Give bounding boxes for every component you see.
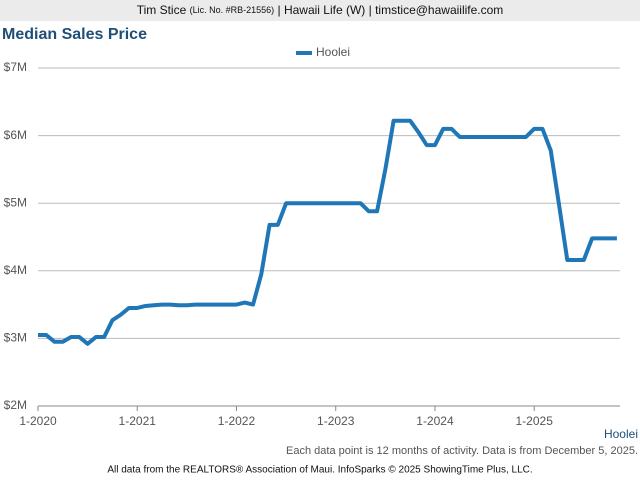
series-line <box>38 118 617 346</box>
chart-title: Median Sales Price <box>2 26 147 43</box>
y-tick-label: $4M <box>4 263 27 277</box>
x-tick-label: 1-2021 <box>119 414 157 428</box>
header-bar <box>0 0 640 21</box>
x-tick-label: 1-2020 <box>19 414 57 428</box>
agency: | Hawaii Life (W) | timstice@hawaiilife.… <box>278 3 504 17</box>
license: (Lic. No. #RB-21556) <box>190 5 275 15</box>
x-tick-label: 1-2022 <box>218 414 256 428</box>
y-tick-label: $6M <box>4 128 27 142</box>
series-label: Hoolei <box>604 427 638 441</box>
y-tick-label: $3M <box>4 331 27 345</box>
legend-label: Hoolei <box>316 45 350 59</box>
y-tick-label: $2M <box>4 398 27 412</box>
x-tick-label: 1-2024 <box>416 414 454 428</box>
x-tick-label: 1-2023 <box>317 414 355 428</box>
note: Each data point is 12 months of activity… <box>286 445 638 457</box>
header: Tim Stice (Lic. No. #RB-21556) | Hawaii … <box>137 3 504 17</box>
y-tick-label: $7M <box>4 60 27 74</box>
footer: All data from the REALTORS® Association … <box>107 465 532 476</box>
y-tick-label: $5M <box>4 195 27 209</box>
agent-name: Tim Stice <box>137 3 187 17</box>
x-tick-label: 1-2025 <box>516 414 554 428</box>
